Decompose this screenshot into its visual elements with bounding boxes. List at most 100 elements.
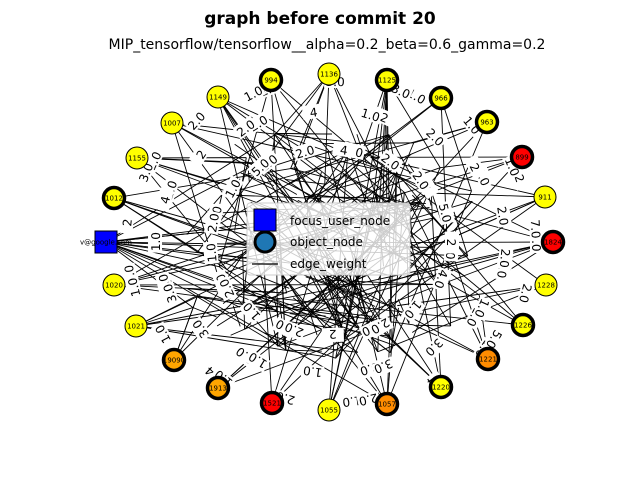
edge [264,332,336,359]
edge-weight-label-bg [483,326,507,353]
edge-weight-labels: 1.01.08.01.08.01.01.02.01042.03.03.02.01… [118,73,545,411]
edge [270,79,405,193]
edge-weight-label-bg [232,115,259,140]
object-node [475,346,501,372]
edge [217,96,377,194]
edge [304,196,387,199]
edge-weight-label-bg [367,315,394,339]
edge [292,306,372,317]
edge [427,192,546,198]
edge-weight-label: 4 [309,105,318,120]
object-node-label: 1125 [378,77,396,85]
object-node-label: 1149 [209,94,227,102]
chart-title: graph before commit 20 [204,9,436,29]
object-node-label: 1021 [127,323,145,331]
edge-weight-label-bg [464,154,487,181]
edge-weight-label-bg [516,281,536,306]
edge [337,290,377,321]
edge-weight-label-bg [421,335,448,361]
edge [309,313,318,336]
object-node [509,144,535,170]
object-node [259,390,285,416]
edge-weight-label-bg [134,159,156,185]
edge-weight-label-bg [444,231,460,254]
edge [305,276,338,289]
edge-weight-label-bg [247,154,273,180]
edge [310,304,337,315]
edge-weight-label-bg [244,349,271,373]
edge-weight-label-bg [377,148,404,174]
object-node-label: 1226 [514,322,532,330]
edge [232,305,241,327]
edge [324,73,330,185]
edge-weight-label-bg [240,81,267,105]
object-node [258,67,284,93]
edge [386,190,472,405]
edge-weight-label-bg [148,230,163,253]
edge-weight-label: 1.0 [125,276,143,298]
edge-weight-label-bg [459,111,485,138]
object-node-label: 966 [434,95,448,103]
edge [386,156,523,199]
edge [218,79,272,267]
legend-label-edge-weight: edge_weight [290,257,367,271]
edge-weight-label: 2.0 [283,319,306,339]
edge [320,266,346,339]
edge [187,288,388,405]
edge-weight-label-bg [401,297,426,324]
edge-weight-label: 4.0 [431,268,450,291]
chart-subtitle: MIP_tensorflow/tensorflow__alpha=0.2_bet… [109,37,546,53]
object-node [160,111,184,135]
edge [275,133,333,135]
object-node-label: 1824 [544,239,562,247]
edge [408,200,473,271]
object-node-label: 1228 [537,282,555,290]
edge-weight-label: 7.0 [528,219,543,239]
object-node-label: 963 [480,119,493,127]
edge [135,287,337,327]
edge-weight-label-bg [370,356,397,378]
edge [242,251,246,330]
edge-weight-label: 4 [339,143,349,158]
edge [307,134,390,211]
legend-marker-circle [253,230,277,254]
edge [221,194,322,199]
object-node [428,374,454,400]
edge [336,287,376,307]
edge-weight-label-bg [292,141,318,162]
object-node-label: 1020 [105,282,123,290]
edge-weight-label-bg [159,280,180,307]
edge-weight-label-bg [188,140,213,168]
edge-weight-label-bg [188,316,212,343]
edge-weight-label-bg [528,217,545,241]
edge-weight-label: 4 [158,195,173,206]
edge-weight-label: 2.0 [516,282,534,304]
edge-weight-label-bg [215,275,238,302]
edge-weight-label: 2.0 [497,248,513,268]
object-node [124,314,148,338]
edge [113,197,264,250]
edge [388,299,391,324]
object-node [474,109,500,135]
object-node [102,273,126,297]
edge [105,241,243,309]
edge [440,97,472,192]
edge-weight-label-bg [203,210,222,235]
edge [105,241,194,308]
object-node [161,347,187,373]
edge [335,315,360,359]
edge [370,156,384,166]
object-node [374,391,400,417]
object-node-label: 994 [264,77,278,85]
edge-weight-label: 3.0 [422,335,445,358]
edge-weight-label: 1.0 [149,232,163,251]
edge [274,133,374,168]
edge [217,96,480,296]
object-node-label: 1136 [320,71,338,79]
edge-weight-label: 5.0 [436,202,454,224]
object-node-label: 1012 [105,195,123,203]
object-node [206,85,230,109]
edge [323,340,353,358]
edge-weight-label-bg [431,266,453,292]
